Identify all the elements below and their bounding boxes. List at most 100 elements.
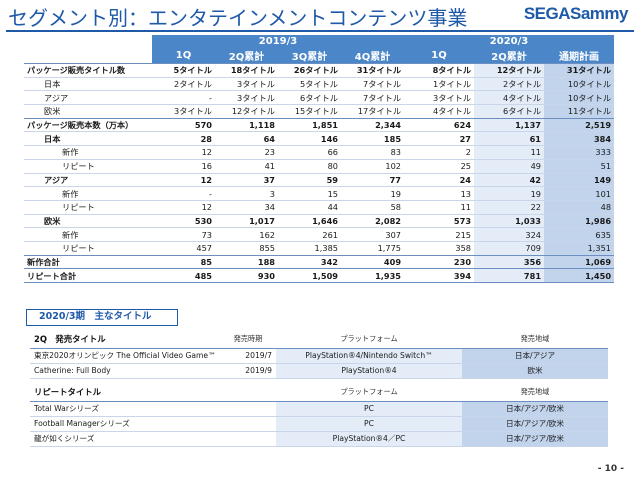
row-label: パッケージ販売タイトル数 <box>24 63 152 78</box>
table-cell: 12 <box>152 172 215 187</box>
table-cell: 307 <box>341 227 405 242</box>
table-row: 新作 73 162 261 307 215 324 635 <box>24 227 615 242</box>
column-header: 3Q累計 <box>278 48 341 64</box>
table-cell: 624 <box>404 117 475 132</box>
new-title-row: Catherine: Full Body 2019/9 PlayStation®4 欧… <box>30 363 608 379</box>
company-logo: SEGASammy <box>523 4 629 23</box>
table-cell: 10タイトル <box>544 90 615 105</box>
repeat-title-row: Football Managerシリーズ PC 日本/アジア/欧米 <box>30 416 608 432</box>
table-row: アジア 12 37 59 77 24 42 149 <box>24 172 615 187</box>
game-title: Catherine: Full Body <box>30 363 220 379</box>
row-label: 欧米 <box>24 104 152 119</box>
platform-header: プラットフォーム <box>276 331 462 349</box>
empty-cell <box>220 401 276 417</box>
empty-cell <box>220 416 276 432</box>
table-row: リピート 16 41 80 102 25 49 51 <box>24 158 615 173</box>
table-cell: 31タイトル <box>544 63 615 78</box>
table-cell: 1,118 <box>215 117 278 132</box>
table-cell: 49 <box>474 158 545 173</box>
table-row: パッケージ販売本数（万本） 570 1,118 1,851 2,344 624 1,137 2… <box>24 117 615 132</box>
new-titles-header-row: 2Q 発売タイトル 発売時期 プラットフォーム 発売地域 <box>30 331 608 349</box>
release-region: 日本/アジア/欧米 <box>462 401 608 417</box>
empty-header <box>220 384 276 402</box>
table-cell: 1,137 <box>474 117 545 132</box>
table-cell: 1,646 <box>278 213 341 228</box>
table-cell: 11 <box>404 199 475 215</box>
row-label: 新作合計 <box>24 254 152 269</box>
table-cell: 1,069 <box>544 254 615 269</box>
table-row: リピート 457 855 1,385 1,775 358 709 1,351 <box>24 240 615 256</box>
table-cell: 230 <box>404 254 475 269</box>
table-cell: 58 <box>341 199 405 215</box>
table-cell: 1,351 <box>544 240 615 256</box>
table-cell: 19 <box>474 186 545 201</box>
table-cell: 2,082 <box>341 213 405 228</box>
fiscal-year-header-row: 2019/3 2020/3 <box>24 35 615 48</box>
row-label: 新作 <box>24 186 152 201</box>
table-cell: 51 <box>544 158 615 173</box>
row-label: 日本 <box>24 131 152 146</box>
release-date: 2019/7 <box>220 348 276 364</box>
table-cell: 1,017 <box>215 213 278 228</box>
table-cell: 22 <box>474 199 545 215</box>
row-label: リピート <box>24 199 152 215</box>
table-cell: 28 <box>152 131 215 146</box>
table-cell: 24 <box>404 172 475 187</box>
platform: PlayStation®4／PC <box>276 431 462 447</box>
table-cell: 149 <box>544 172 615 187</box>
row-label: パッケージ販売本数（万本） <box>24 117 152 132</box>
table-cell: 26タイトル <box>278 63 341 78</box>
table-cell: 3 <box>215 186 278 201</box>
table-cell: 31タイトル <box>341 63 405 78</box>
table-row: 新作合計 85 188 342 409 230 356 1,069 <box>24 254 615 269</box>
table-cell: 102 <box>341 158 405 173</box>
row-label: アジア <box>24 90 152 105</box>
page-title: セグメント別：エンタテインメントコンテンツ事業 <box>8 6 468 30</box>
segment-results-table: 2019/3 2020/3 1Q 2Q累計 3Q累計 4Q累計 1Q 2Q累計 … <box>24 35 615 283</box>
table-cell: 12タイトル <box>215 104 278 119</box>
table-cell: 77 <box>341 172 405 187</box>
release-region: 日本/アジア/欧米 <box>462 416 608 432</box>
table-cell: 66 <box>278 145 341 160</box>
table-cell: 16 <box>152 158 215 173</box>
table-cell: 188 <box>215 254 278 269</box>
fiscal-year-2020: 2020/3 <box>404 35 615 48</box>
table-row: リピート 12 34 44 58 11 22 48 <box>24 199 615 215</box>
table-cell: 1,033 <box>474 213 545 228</box>
table-cell: 358 <box>404 240 475 256</box>
row-label: リピート合計 <box>24 268 152 283</box>
table-cell: - <box>152 186 215 201</box>
table-cell: 333 <box>544 145 615 160</box>
table-row: 欧米 530 1,017 1,646 2,082 573 1,033 1,986 <box>24 213 615 228</box>
table-cell: 37 <box>215 172 278 187</box>
release-date: 2019/9 <box>220 363 276 379</box>
empty-cell <box>220 431 276 447</box>
table-cell: 34 <box>215 199 278 215</box>
table-cell: 394 <box>404 268 475 283</box>
table-cell: 570 <box>152 117 215 132</box>
table-cell: 15 <box>278 186 341 201</box>
row-label: アジア <box>24 172 152 187</box>
release-region: 欧米 <box>462 363 608 379</box>
table-cell: 13 <box>404 186 475 201</box>
table-cell: 1タイトル <box>404 76 475 91</box>
table-cell: 1,450 <box>544 268 615 283</box>
table-cell: 573 <box>404 213 475 228</box>
table-cell: 64 <box>215 131 278 146</box>
table-row: 新作 12 23 66 83 2 11 333 <box>24 145 615 160</box>
table-cell: 10タイトル <box>544 76 615 91</box>
table-cell: 3タイトル <box>404 90 475 105</box>
table-cell: 5タイトル <box>152 63 215 78</box>
table-cell: 44 <box>278 199 341 215</box>
release-region: 日本/アジア/欧米 <box>462 431 608 447</box>
column-header: 2Q累計 <box>474 48 545 64</box>
table-cell: 61 <box>474 131 545 146</box>
table-cell: 2 <box>404 145 475 160</box>
table-cell: 1,851 <box>278 117 341 132</box>
table-cell: 146 <box>278 131 341 146</box>
table-cell: 409 <box>341 254 405 269</box>
spacer-cell <box>220 378 276 384</box>
platform: PC <box>276 416 462 432</box>
row-label: 日本 <box>24 76 152 91</box>
table-cell: 6タイトル <box>278 90 341 105</box>
